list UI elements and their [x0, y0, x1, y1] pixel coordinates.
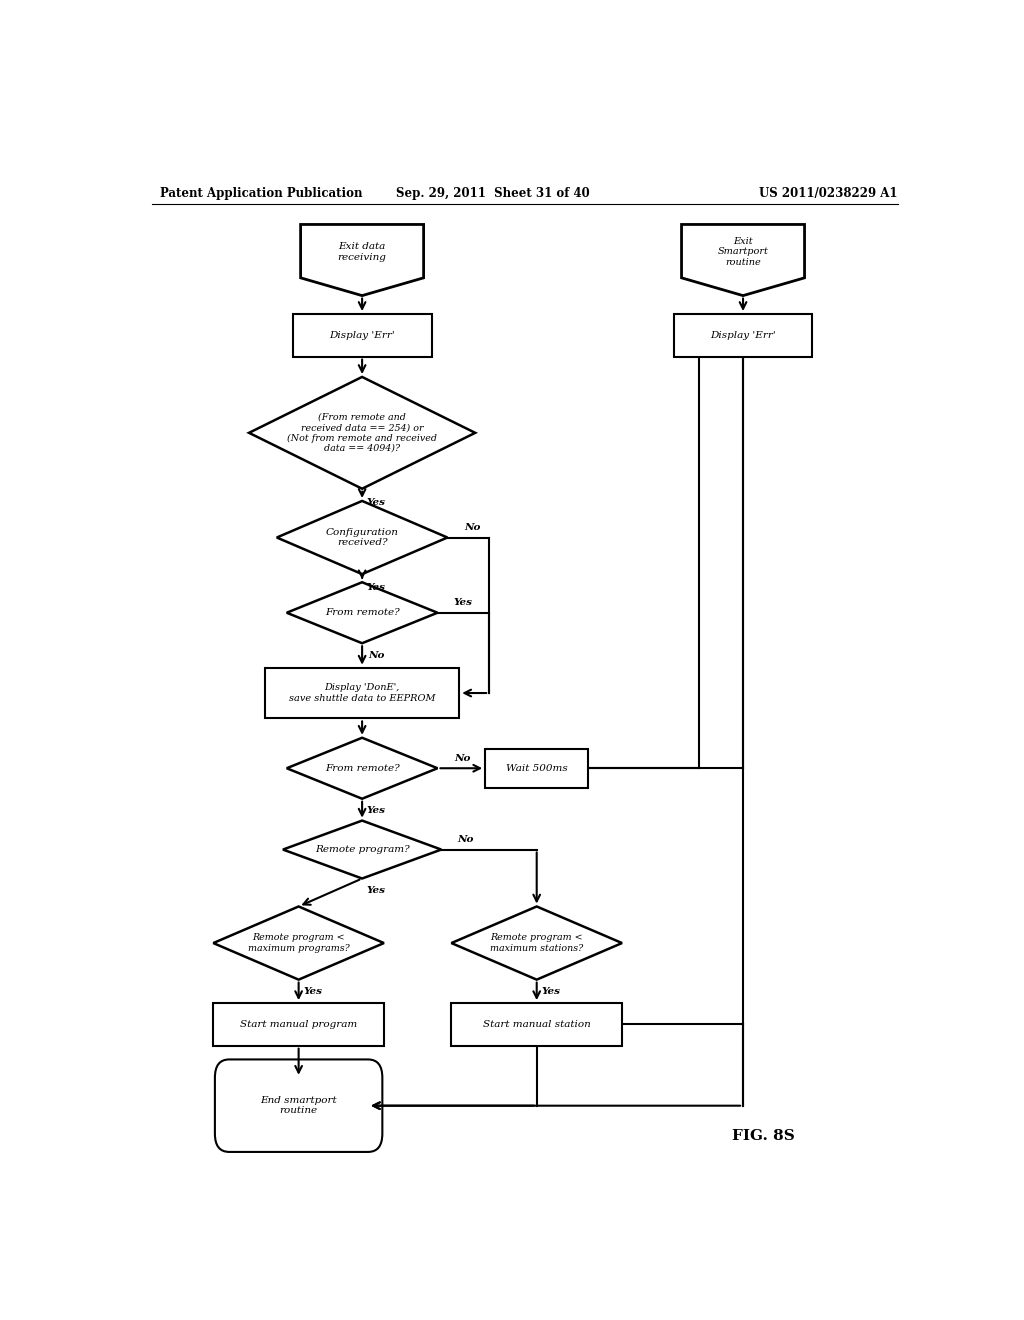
Text: US 2011/0238229 A1: US 2011/0238229 A1 [759, 187, 898, 201]
Text: Exit
Smartport
routine: Exit Smartport routine [718, 238, 768, 267]
Text: Yes: Yes [367, 583, 386, 591]
Text: Yes: Yes [367, 499, 386, 507]
FancyBboxPatch shape [452, 1003, 622, 1045]
Text: Yes: Yes [303, 987, 323, 997]
FancyBboxPatch shape [215, 1060, 382, 1152]
Text: No: No [369, 651, 385, 660]
Text: Remote program <
maximum stations?: Remote program < maximum stations? [490, 933, 584, 953]
Polygon shape [287, 738, 437, 799]
Polygon shape [213, 907, 384, 979]
Text: Remote program?: Remote program? [314, 845, 410, 854]
Polygon shape [276, 500, 447, 574]
Text: Yes: Yes [367, 886, 386, 895]
FancyBboxPatch shape [674, 314, 812, 356]
Text: Sep. 29, 2011  Sheet 31 of 40: Sep. 29, 2011 Sheet 31 of 40 [396, 187, 590, 201]
Text: Remote program <
maximum programs?: Remote program < maximum programs? [248, 933, 349, 953]
Text: Display 'Err': Display 'Err' [330, 331, 395, 339]
Text: Yes: Yes [454, 598, 472, 607]
Polygon shape [287, 582, 437, 643]
Polygon shape [283, 821, 441, 879]
Text: Start manual station: Start manual station [483, 1020, 591, 1028]
FancyBboxPatch shape [485, 748, 588, 788]
Text: Exit data
receiving: Exit data receiving [338, 242, 386, 261]
Text: FIG. 8S: FIG. 8S [731, 1129, 795, 1143]
Text: Yes: Yes [367, 807, 386, 816]
Text: From remote?: From remote? [325, 609, 399, 618]
Text: No: No [457, 834, 473, 843]
Text: No: No [455, 754, 471, 763]
Text: Display 'DonE',
save shuttle data to EEPROM: Display 'DonE', save shuttle data to EEP… [289, 684, 435, 702]
Text: Patent Application Publication: Patent Application Publication [160, 187, 362, 201]
FancyBboxPatch shape [265, 668, 460, 718]
Text: Configuration
received?: Configuration received? [326, 528, 398, 548]
Text: (From remote and
received data == 254) or
(Not from remote and received
data == : (From remote and received data == 254) o… [287, 413, 437, 453]
Polygon shape [249, 378, 475, 488]
Polygon shape [301, 224, 424, 296]
Text: End smartport
routine: End smartport routine [260, 1096, 337, 1115]
Text: No: No [465, 523, 481, 532]
FancyBboxPatch shape [293, 314, 431, 356]
FancyBboxPatch shape [213, 1003, 384, 1045]
Text: From remote?: From remote? [325, 764, 399, 772]
Text: Wait 500ms: Wait 500ms [506, 764, 567, 772]
Polygon shape [452, 907, 622, 979]
Text: Display 'Err': Display 'Err' [711, 331, 776, 339]
Text: Yes: Yes [542, 987, 560, 997]
Text: Start manual program: Start manual program [240, 1020, 357, 1028]
Polygon shape [682, 224, 805, 296]
